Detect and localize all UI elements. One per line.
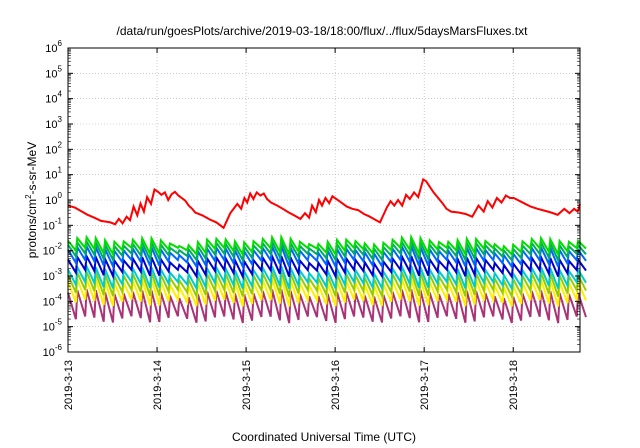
series-group bbox=[67, 177, 587, 324]
y-tick-exponent: 5 bbox=[58, 64, 63, 73]
y-axis-label: protons/cm2-s-sr-MeV bbox=[24, 142, 39, 258]
y-tick-label: 106 bbox=[45, 39, 62, 55]
y-axis-label-pre: protons/cm bbox=[25, 199, 39, 258]
y-tick-base: 10 bbox=[45, 119, 57, 131]
x-tick-label: 2019-3-18 bbox=[508, 360, 520, 410]
series-line bbox=[67, 233, 587, 259]
y-tick-base: 10 bbox=[43, 322, 55, 334]
y-tick-base: 10 bbox=[43, 220, 55, 232]
y-tick-label: 10-2 bbox=[43, 242, 63, 258]
y-tick-base: 10 bbox=[45, 68, 57, 80]
x-axis-label: Coordinated Universal Time (UTC) bbox=[232, 430, 416, 444]
y-tick-base: 10 bbox=[43, 246, 55, 258]
y-tick-label: 105 bbox=[45, 64, 62, 80]
y-tick-base: 10 bbox=[43, 296, 55, 308]
x-tick-label: 2019-3-13 bbox=[63, 360, 75, 410]
y-tick-exponent: 6 bbox=[58, 39, 63, 48]
y-axis-label-sup: 2 bbox=[24, 194, 33, 199]
y-tick-exponent: -4 bbox=[55, 292, 63, 301]
y-axis-label-post: -s-sr-MeV bbox=[25, 142, 39, 195]
y-tick-base: 10 bbox=[45, 94, 57, 106]
series-line-red bbox=[67, 177, 581, 230]
y-tick-exponent: -3 bbox=[55, 267, 63, 276]
series-line bbox=[67, 252, 587, 281]
y-tick-exponent: -1 bbox=[55, 216, 63, 225]
x-tick-label: 2019-3-15 bbox=[241, 360, 253, 410]
y-tick-exponent: -6 bbox=[55, 343, 63, 352]
y-tick-exponent: 4 bbox=[58, 90, 63, 99]
y-tick-label: 10-1 bbox=[43, 216, 63, 232]
chart-title: /data/run/goesPlots/archive/2019-03-18/1… bbox=[117, 24, 529, 38]
y-tick-label: 104 bbox=[45, 90, 62, 106]
y-tick-base: 10 bbox=[45, 43, 57, 55]
x-axis: 2019-3-13 2019-3-14 2019-3-15 2019-3-16 2019… bbox=[63, 48, 520, 410]
y-tick-label: 100 bbox=[45, 191, 62, 207]
y-tick-label: 101 bbox=[45, 166, 62, 182]
y-tick-exponent: 3 bbox=[58, 115, 63, 124]
y-tick-exponent: -2 bbox=[55, 242, 63, 251]
y-tick-label: 102 bbox=[45, 140, 62, 156]
y-tick-exponent: 0 bbox=[58, 191, 63, 200]
y-tick-label: 10-4 bbox=[43, 292, 63, 308]
y-tick-label: 103 bbox=[45, 115, 62, 131]
y-tick-exponent: 2 bbox=[58, 140, 63, 149]
y-tick-base: 10 bbox=[43, 271, 55, 283]
y-tick-base: 10 bbox=[45, 195, 57, 207]
y-tick-base: 10 bbox=[45, 170, 57, 182]
y-tick-base: 10 bbox=[45, 144, 57, 156]
x-tick-label: 2019-3-16 bbox=[330, 360, 342, 410]
y-tick-exponent: -5 bbox=[55, 318, 63, 327]
y-tick-label: 10-3 bbox=[43, 267, 63, 283]
y-tick-label: 10-6 bbox=[43, 343, 63, 359]
x-tick-label: 2019-3-17 bbox=[419, 360, 431, 410]
y-tick-label: 10-5 bbox=[43, 318, 63, 334]
y-axis: 10-610-510-410-310-210-11001011021031041… bbox=[43, 39, 580, 359]
x-tick-label: 2019-3-14 bbox=[152, 360, 164, 410]
y-tick-exponent: 1 bbox=[58, 166, 63, 175]
y-tick-base: 10 bbox=[43, 347, 55, 359]
series-line bbox=[67, 262, 587, 292]
series-line bbox=[67, 288, 587, 324]
